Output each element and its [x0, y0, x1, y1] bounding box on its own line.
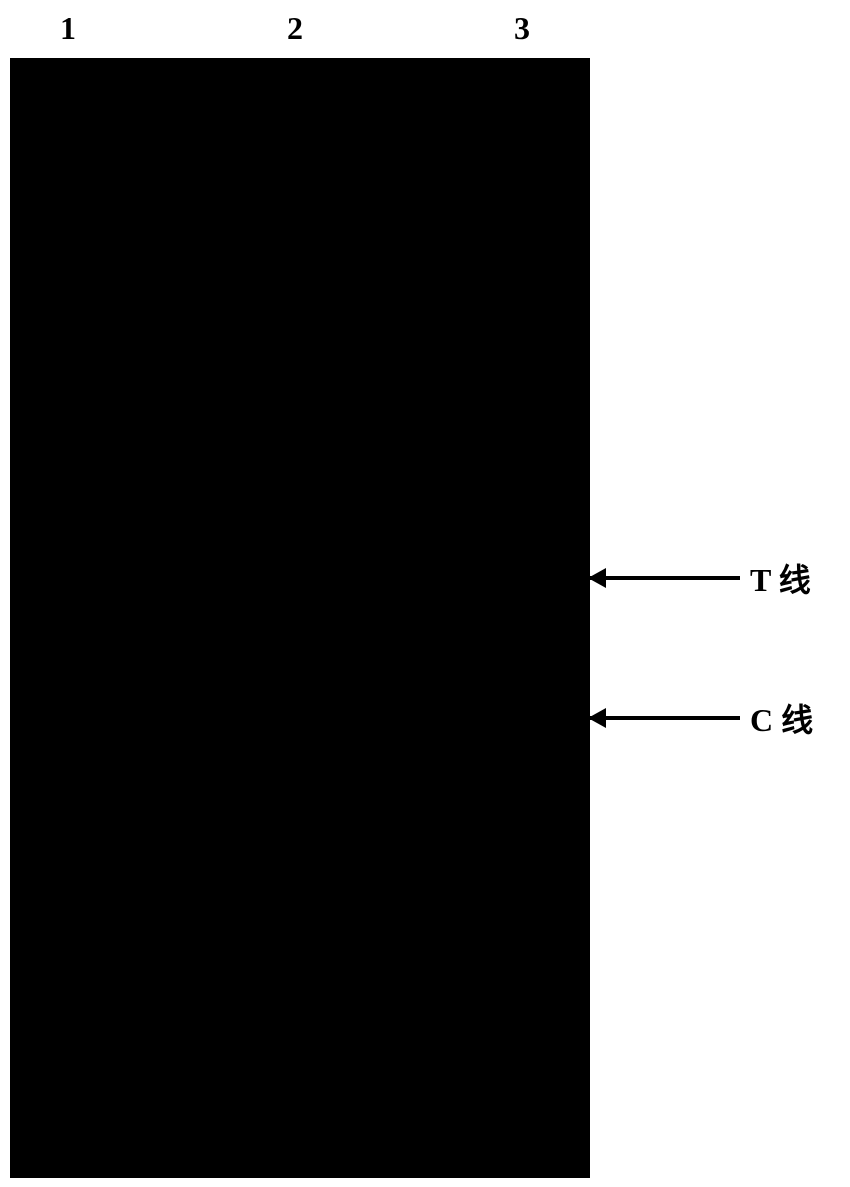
arrow-left-icon: [590, 716, 740, 720]
column-labels-row: 1 2 3: [0, 10, 590, 47]
column-label-3: 3: [514, 10, 530, 47]
c-line-annotation: C 线: [590, 695, 813, 741]
column-label-1: 1: [60, 10, 76, 47]
arrow-left-icon: [590, 576, 740, 580]
c-line-label: C 线: [750, 695, 813, 741]
t-line-annotation: T 线: [590, 555, 811, 601]
t-line-label: T 线: [750, 555, 811, 601]
diagram-container: 1 2 3 T 线 C 线: [0, 0, 850, 1187]
strip-image-box: [10, 58, 590, 1178]
column-label-2: 2: [287, 10, 303, 47]
